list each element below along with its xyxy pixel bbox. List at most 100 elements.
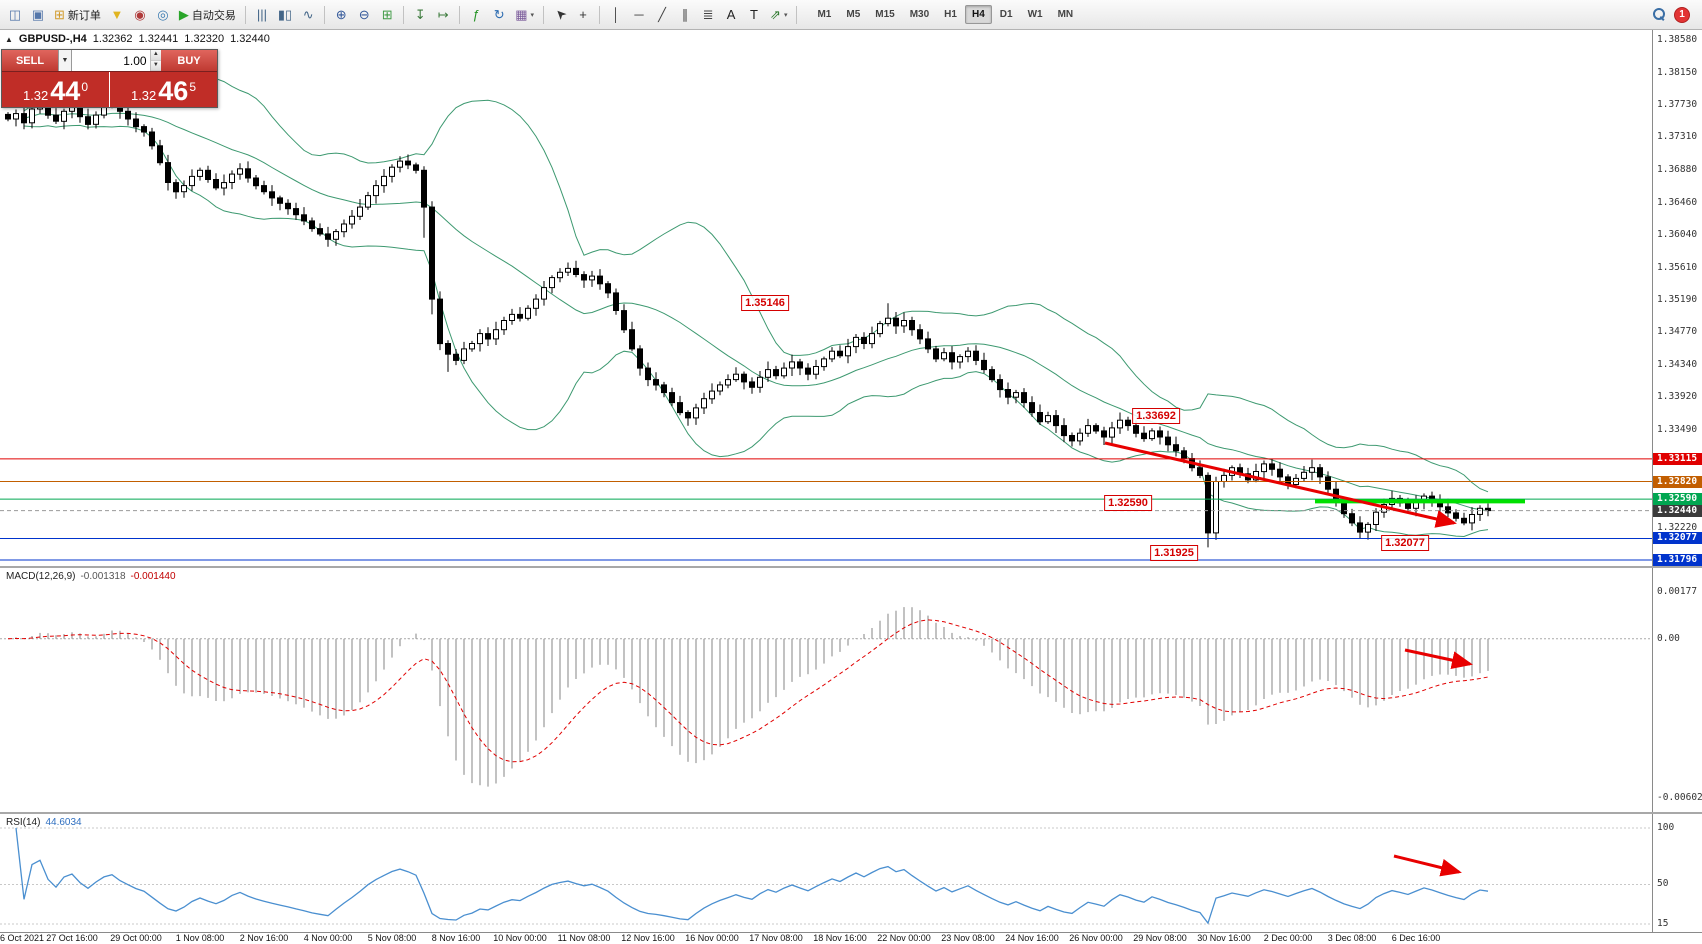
- chart-price-label[interactable]: 1.33692: [1132, 408, 1180, 424]
- timeframe-w1[interactable]: W1: [1027, 9, 1043, 20]
- zoom-out-icon: ⊖: [358, 7, 370, 22]
- sell-button[interactable]: SELL: [2, 50, 58, 71]
- time-label: 10 Nov 00:00: [493, 933, 547, 943]
- volume-up-icon[interactable]: ▲: [150, 50, 161, 61]
- window-icon[interactable]: ◫: [4, 4, 26, 26]
- chart-price-label[interactable]: 1.32590: [1104, 495, 1152, 511]
- chart-price-label[interactable]: 1.35146: [741, 295, 789, 311]
- zoom-in-icon[interactable]: ⊕: [330, 4, 352, 26]
- tile-windows-icon[interactable]: ⊞: [376, 4, 398, 26]
- fibonacci-icon[interactable]: ≣: [697, 4, 719, 26]
- price-axis[interactable]: 1.38580 1.38150 1.37730 1.37310 1.36880 1.364…: [1652, 30, 1702, 566]
- toolbar: ◫ ▣ ⊞ 新订单 ▼ ◉ ◎ ▶ 自动交易 ||| ▮▯ ∿ ⊕ ⊖ ⊞ ↧ ↦ ƒ ↻ ▦ ▾ ➤ + │ ─ ╱ ∥ ≣ A T ⇗ ▾…: [0, 0, 1702, 30]
- volume-down-icon[interactable]: ▼: [150, 60, 161, 71]
- notification-badge[interactable]: 1: [1674, 6, 1690, 23]
- timeframe-m30[interactable]: M30: [909, 9, 930, 20]
- price-tick: 1.34340: [1657, 359, 1698, 370]
- macd-plot[interactable]: MACD(12,26,9) -0.001318 -0.001440: [0, 568, 1652, 812]
- vertical-line-icon[interactable]: │: [605, 4, 627, 26]
- chart-window-icon[interactable]: ▣: [27, 4, 49, 26]
- chart-price-label[interactable]: 1.31925: [1150, 545, 1198, 561]
- label-icon[interactable]: T: [743, 4, 765, 26]
- autotrading-button-label: 自动交易: [191, 9, 236, 22]
- toolbar-separator: [324, 5, 326, 24]
- rsi-chart[interactable]: [0, 814, 1652, 932]
- bar-chart-icon[interactable]: |||: [251, 4, 273, 26]
- templates-icon[interactable]: ▦ ▾: [511, 4, 538, 26]
- shapes-icon[interactable]: ⇗ ▾: [766, 4, 791, 26]
- timeframe-m5[interactable]: M5: [846, 9, 861, 20]
- new-order-button[interactable]: ⊞ 新订单: [50, 4, 105, 26]
- new-order-button-label: 新订单: [67, 9, 101, 22]
- trendline-icon[interactable]: ╱: [651, 4, 673, 26]
- macd-tick: 0.00: [1657, 632, 1680, 644]
- timeframe-h1[interactable]: H1: [944, 9, 957, 20]
- chart-window-icon: ▣: [31, 7, 45, 22]
- profiles-icon[interactable]: ▼: [106, 4, 128, 26]
- rsi-tick: 50: [1657, 878, 1669, 890]
- search-icon[interactable]: [1653, 8, 1666, 21]
- price-tick: 1.34770: [1657, 326, 1698, 338]
- price-tick: 1.35610: [1657, 261, 1698, 273]
- rsi-plot[interactable]: RSI(14) 44.6034: [0, 814, 1652, 932]
- time-label: 5 Nov 08:00: [367, 933, 417, 943]
- one-click-trade-panel: SELL ▼ ▲ ▼ BUY 1.32 44 0 1.3: [1, 49, 218, 108]
- time-label: 6 Dec 16:00: [1391, 933, 1441, 943]
- candlestick-chart[interactable]: [0, 30, 1652, 566]
- data-window-icon[interactable]: ◎: [152, 4, 174, 26]
- toolbar-separator: [796, 5, 798, 24]
- timeframe-m1[interactable]: M1: [817, 9, 832, 20]
- buy-button[interactable]: BUY: [161, 50, 217, 71]
- timeframe-h4[interactable]: H4: [964, 5, 992, 24]
- order-type-dropdown[interactable]: ▼: [58, 50, 72, 71]
- buy-price-sup: 5: [189, 80, 197, 94]
- buy-price-small: 1.32: [130, 87, 157, 103]
- chart-symbol-title: GBPUSD-,H4: [18, 33, 87, 45]
- zoom-in-icon: ⊕: [335, 7, 347, 22]
- time-label: 22 Nov 00:00: [877, 933, 931, 943]
- volume-stepper[interactable]: ▲ ▼: [149, 50, 161, 71]
- buy-price-display[interactable]: 1.32 46 5: [110, 72, 217, 107]
- price-tick: 1.38150: [1657, 66, 1698, 78]
- time-label: 29 Nov 08:00: [1133, 933, 1187, 943]
- rsi-value: 44.6034: [45, 817, 82, 828]
- cursor-icon[interactable]: ➤: [549, 4, 571, 26]
- volume-input[interactable]: [72, 50, 150, 71]
- time-label: 30 Nov 16:00: [1197, 933, 1251, 943]
- main-chart-plot[interactable]: ▲ GBPUSD-,H4 1.32362 1.32441 1.32320 1.3…: [0, 30, 1652, 566]
- label-icon: T: [750, 7, 758, 22]
- line-chart-icon[interactable]: ∿: [297, 4, 319, 26]
- channel-icon[interactable]: ∥: [674, 4, 696, 26]
- rsi-label: RSI(14) 44.6034: [6, 817, 82, 828]
- time-label: 12 Nov 16:00: [621, 933, 675, 943]
- market-watch-icon[interactable]: ◉: [129, 4, 151, 26]
- chart-price-label[interactable]: 1.32077: [1381, 535, 1429, 551]
- trade-panel-toggle[interactable]: ▲: [5, 34, 13, 44]
- shapes-icon-dropdown[interactable]: ▾: [783, 11, 788, 19]
- horizontal-line-icon[interactable]: ─: [628, 4, 650, 26]
- time-label: 11 Nov 08:00: [557, 933, 611, 943]
- macd-chart[interactable]: [0, 568, 1652, 812]
- crosshair-icon[interactable]: +: [572, 4, 594, 26]
- timeframe-mn[interactable]: MN: [1057, 9, 1074, 20]
- time-label: 6 Oct 2021: [0, 933, 45, 943]
- time-axis[interactable]: 6 Oct 2021 27 Oct 16:00 29 Oct 00:00 1 Nov …: [0, 932, 1702, 944]
- time-label: 26 Nov 00:00: [1069, 933, 1123, 943]
- templates-icon-dropdown[interactable]: ▾: [530, 11, 535, 19]
- timeframe-m15[interactable]: M15: [875, 9, 895, 20]
- indicators-icon[interactable]: ƒ: [465, 4, 487, 26]
- timeframe-d1[interactable]: D1: [999, 9, 1013, 20]
- auto-scroll-icon[interactable]: ↧: [409, 4, 431, 26]
- candlestick-chart-icon[interactable]: ▮▯: [274, 4, 296, 26]
- chart-header: ▲ GBPUSD-,H4 1.32362 1.32441 1.32320 1.3…: [5, 33, 270, 45]
- templates-icon: ▦: [515, 7, 528, 22]
- price-tick: 1.38580: [1657, 34, 1698, 45]
- autotrading-button[interactable]: ▶ 自动交易: [175, 4, 240, 26]
- zoom-out-icon[interactable]: ⊖: [353, 4, 375, 26]
- sell-price-display[interactable]: 1.32 44 0: [2, 72, 110, 107]
- chart-shift-icon[interactable]: ↦: [432, 4, 454, 26]
- period-icon[interactable]: ↻: [488, 4, 510, 26]
- text-icon[interactable]: A: [720, 4, 742, 26]
- price-badge: 1.32440: [1653, 504, 1702, 517]
- market-watch-icon: ◉: [134, 7, 146, 22]
